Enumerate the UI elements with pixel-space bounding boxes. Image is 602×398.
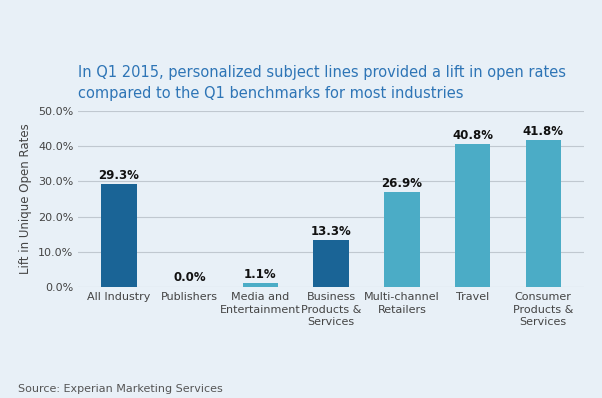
Text: 1.1%: 1.1% <box>244 267 277 281</box>
Text: In Q1 2015, personalized subject lines provided a lift in open rates
compared to: In Q1 2015, personalized subject lines p… <box>78 64 566 101</box>
Bar <box>526 140 561 287</box>
Bar <box>101 184 137 287</box>
Bar <box>243 283 278 287</box>
Bar <box>384 192 420 287</box>
Bar <box>314 240 349 287</box>
Bar <box>455 144 490 287</box>
Text: 0.0%: 0.0% <box>173 271 206 285</box>
Y-axis label: Lift in Unique Open Rates: Lift in Unique Open Rates <box>19 124 33 274</box>
Text: Source: Experian Marketing Services: Source: Experian Marketing Services <box>18 384 223 394</box>
Text: 40.8%: 40.8% <box>452 129 493 142</box>
Text: 26.9%: 26.9% <box>381 177 423 190</box>
Text: 29.3%: 29.3% <box>99 169 140 182</box>
Text: 41.8%: 41.8% <box>523 125 564 138</box>
Text: 13.3%: 13.3% <box>311 225 352 238</box>
